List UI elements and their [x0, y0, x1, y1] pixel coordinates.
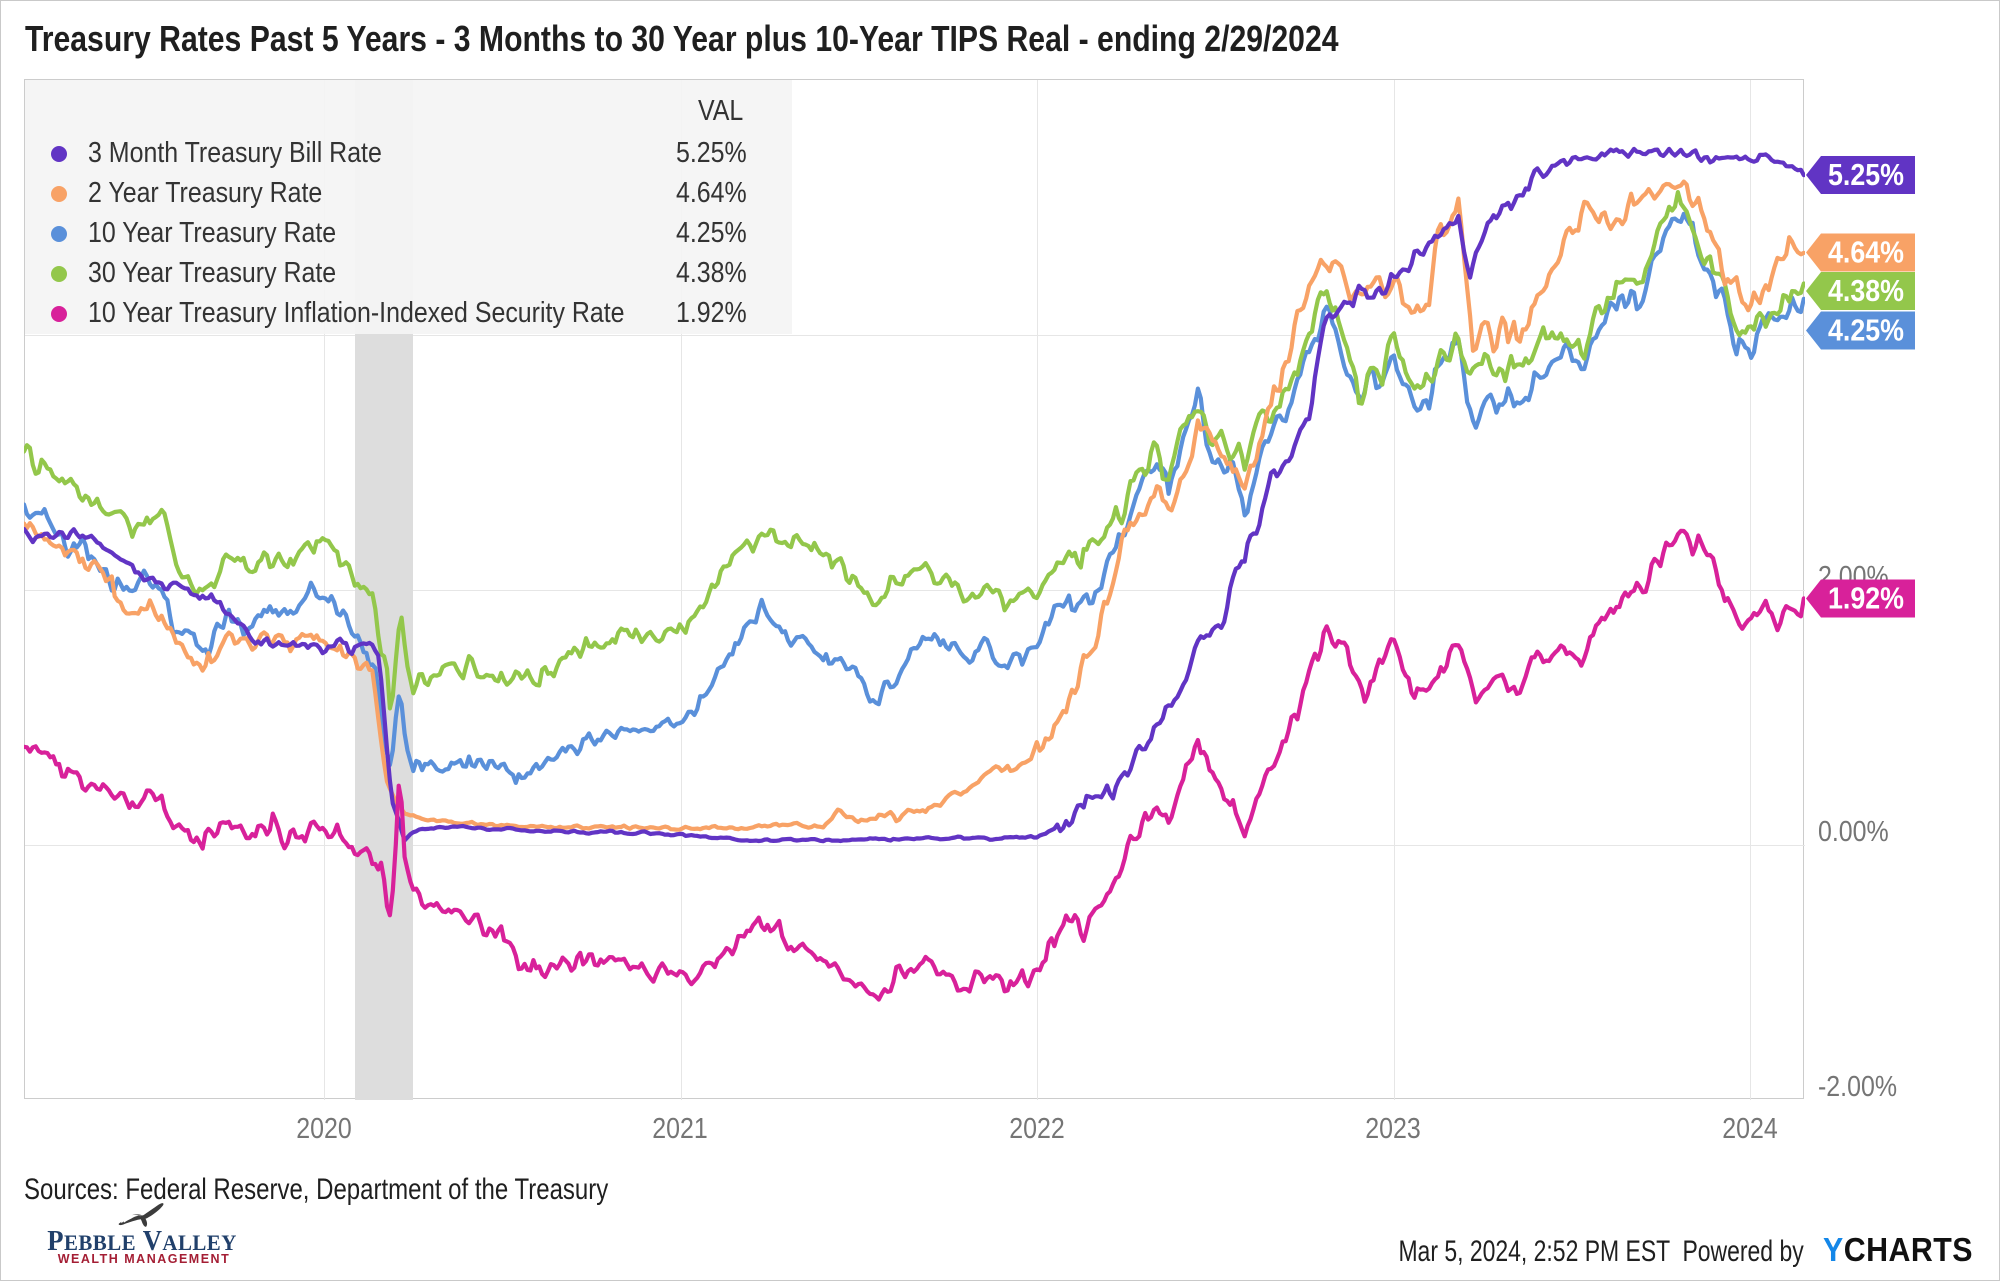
svg-text:1.92%: 1.92% [1828, 581, 1904, 616]
svg-text:4.64%: 4.64% [1828, 235, 1904, 270]
svg-text:5.25%: 5.25% [1828, 157, 1904, 192]
svg-text:4.38%: 4.38% [1828, 273, 1904, 308]
svg-text:4.25%: 4.25% [1828, 313, 1904, 348]
